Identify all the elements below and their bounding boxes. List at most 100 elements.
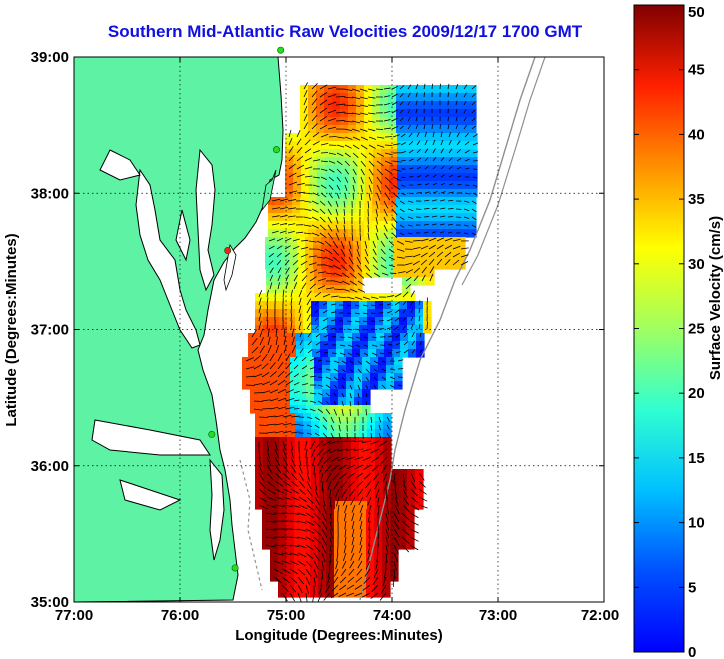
velocity-arrow (261, 354, 268, 362)
velocity-cell (308, 125, 317, 134)
velocity-arrow (363, 464, 372, 471)
velocity-arrow (258, 320, 262, 330)
velocity-arrow (289, 520, 300, 523)
velocity-cell (421, 165, 430, 174)
velocity-arrow (314, 317, 319, 322)
velocity-arrow (349, 376, 353, 381)
velocity-arrow (293, 267, 299, 274)
velocity-arrow (296, 182, 305, 186)
velocity-cell (404, 117, 413, 126)
velocity-arrow (282, 430, 292, 434)
velocity-cell (367, 477, 376, 486)
velocity-arrow (289, 576, 298, 584)
velocity-arrow (344, 504, 348, 514)
velocity-arrow (368, 176, 373, 185)
velocity-arrow (253, 382, 263, 386)
velocity-cell (312, 341, 321, 350)
velocity-arrow (456, 140, 461, 146)
velocity-cell (468, 117, 477, 126)
velocity-arrow (418, 488, 427, 495)
velocity-arrow (273, 568, 283, 574)
velocity-cell (274, 357, 283, 366)
velocity-cell (461, 149, 470, 158)
velocity-arrow (295, 231, 304, 234)
velocity-arrow (274, 488, 285, 494)
velocity-arrow (298, 448, 301, 459)
velocity-cell (300, 93, 309, 102)
velocity-arrow (331, 584, 339, 592)
velocity-arrow (464, 141, 470, 146)
velocity-arrow (324, 464, 332, 473)
velocity-arrow (327, 224, 333, 232)
velocity-cell (280, 333, 289, 342)
velocity-arrow (303, 105, 308, 114)
velocity-arrow (383, 200, 389, 209)
velocity-arrow (372, 240, 376, 248)
velocity-arrow (378, 424, 381, 431)
velocity-arrow (343, 96, 353, 99)
velocity-arrow (277, 370, 285, 378)
velocity-arrow (290, 456, 296, 466)
velocity-arrow (261, 390, 271, 394)
velocity-arrow (363, 352, 369, 356)
velocity-arrow (391, 93, 398, 98)
velocity-arrow (393, 512, 400, 522)
velocity-arrow (285, 406, 295, 410)
velocity-arrow (261, 381, 271, 386)
velocity-arrow (346, 312, 352, 314)
velocity-arrow (416, 140, 421, 146)
velocity-arrow (306, 504, 315, 511)
velocity-arrow (289, 536, 300, 539)
velocity-arrow (365, 384, 369, 390)
velocity-arrow (335, 96, 345, 98)
velocity-arrow (266, 496, 277, 501)
velocity-arrow (276, 237, 284, 242)
velocity-arrow (306, 472, 311, 482)
velocity-arrow (251, 337, 258, 346)
velocity-arrow (253, 400, 263, 402)
velocity-cell (343, 477, 352, 486)
velocity-arrow (366, 488, 372, 498)
velocity-cell (420, 93, 429, 102)
velocity-arrow (309, 400, 316, 403)
velocity-cell (289, 261, 298, 270)
velocity-arrow (404, 262, 413, 266)
velocity-cell (367, 461, 376, 470)
velocity-arrow (376, 496, 380, 507)
velocity-cell (404, 93, 413, 102)
velocity-arrow (317, 271, 327, 274)
velocity-arrow (337, 456, 348, 461)
velocity-cell (335, 437, 344, 446)
velocity-arrow (400, 184, 406, 187)
velocity-arrow (303, 208, 312, 211)
velocity-arrow (367, 88, 376, 92)
velocity-cell (408, 349, 417, 358)
velocity-arrow (298, 488, 307, 496)
velocity-arrow (261, 408, 271, 410)
velocity-cell (421, 149, 430, 158)
velocity-cell (375, 477, 384, 486)
velocity-arrow (261, 362, 269, 370)
velocity-arrow (339, 576, 347, 584)
velocity-cell (326, 589, 335, 598)
velocity-arrow (402, 480, 407, 491)
velocity-arrow (384, 144, 393, 147)
velocity-arrow (360, 168, 365, 176)
velocity-arrow (385, 552, 388, 563)
velocity-arrow (290, 423, 300, 426)
velocity-arrow (312, 184, 320, 188)
velocity-cell (468, 109, 477, 118)
velocity-cell (391, 309, 400, 318)
velocity-arrow (305, 512, 314, 519)
velocity-cell (282, 357, 291, 366)
velocity-cell (312, 333, 321, 342)
velocity-arrow (259, 328, 264, 338)
velocity-arrow (463, 92, 467, 98)
velocity-cell (256, 341, 265, 350)
velocity-cell (287, 317, 296, 326)
velocity-arrow (327, 200, 332, 207)
velocity-arrow (384, 152, 393, 156)
velocity-arrow (415, 108, 418, 114)
velocity-arrow (356, 240, 359, 249)
velocity-arrow (463, 124, 468, 130)
